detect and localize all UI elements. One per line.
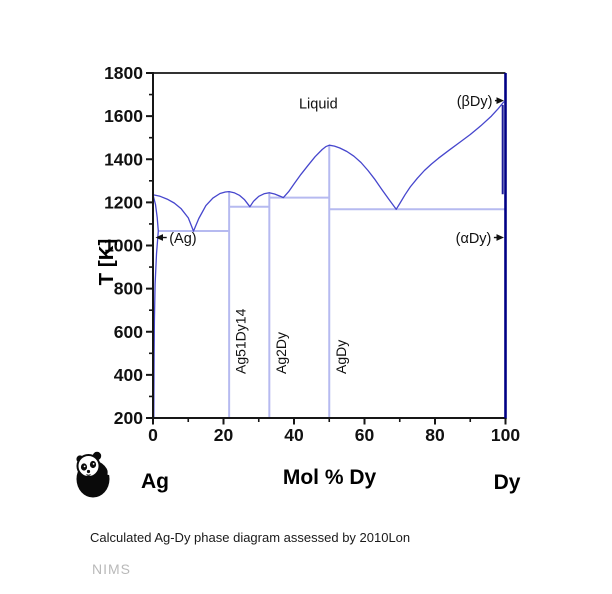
annotation-Liquid: Liquid <box>299 96 338 112</box>
x-axis-left-element-label: Ag <box>141 470 169 493</box>
annotation-Ag: (Ag) <box>169 231 196 247</box>
annotation-arrow-head <box>496 234 504 241</box>
panda-icon <box>76 451 111 498</box>
y-tick-label-1400: 1400 <box>104 149 143 169</box>
x-tick-label-80: 80 <box>425 425 445 445</box>
caption: Calculated Ag-Dy phase diagram assessed … <box>90 530 411 545</box>
compound-label-Ag2Dy: Ag2Dy <box>273 332 289 374</box>
annotation-αDy: (αDy) <box>456 231 492 247</box>
series-ag-solidus <box>152 194 159 232</box>
compound-label-AgDy: AgDy <box>333 340 349 374</box>
y-tick-label-200: 200 <box>114 408 143 428</box>
x-tick-label-20: 20 <box>214 425 234 445</box>
nims-watermark: NIMS <box>92 561 131 577</box>
series-ag-solvus <box>153 231 159 419</box>
annotation-arrow-head <box>496 97 504 104</box>
x-tick-label-0: 0 <box>148 425 158 445</box>
y-tick-label-400: 400 <box>114 365 143 385</box>
compound-label-Ag51Dy14: Ag51Dy14 <box>233 308 249 374</box>
x-tick-label-100: 100 <box>491 425 520 445</box>
nims-panda-logo <box>71 451 115 501</box>
annotation-βDy: (βDy) <box>457 94 493 110</box>
y-tick-label-1800: 1800 <box>104 63 143 83</box>
annotation-arrow-head <box>155 234 163 241</box>
x-axis-title: Mol % Dy <box>282 466 377 489</box>
x-tick-label-60: 60 <box>355 425 375 445</box>
x-tick-label-40: 40 <box>284 425 304 445</box>
y-axis-title: T [K] <box>95 239 118 286</box>
y-tick-label-600: 600 <box>114 322 143 342</box>
y-tick-label-800: 800 <box>114 279 143 299</box>
series-liquidus <box>152 101 505 232</box>
y-tick-label-1200: 1200 <box>104 192 143 212</box>
y-tick-label-1000: 1000 <box>104 236 143 256</box>
x-axis-right-element-label: Dy <box>493 471 521 494</box>
y-tick-label-1600: 1600 <box>104 106 143 126</box>
